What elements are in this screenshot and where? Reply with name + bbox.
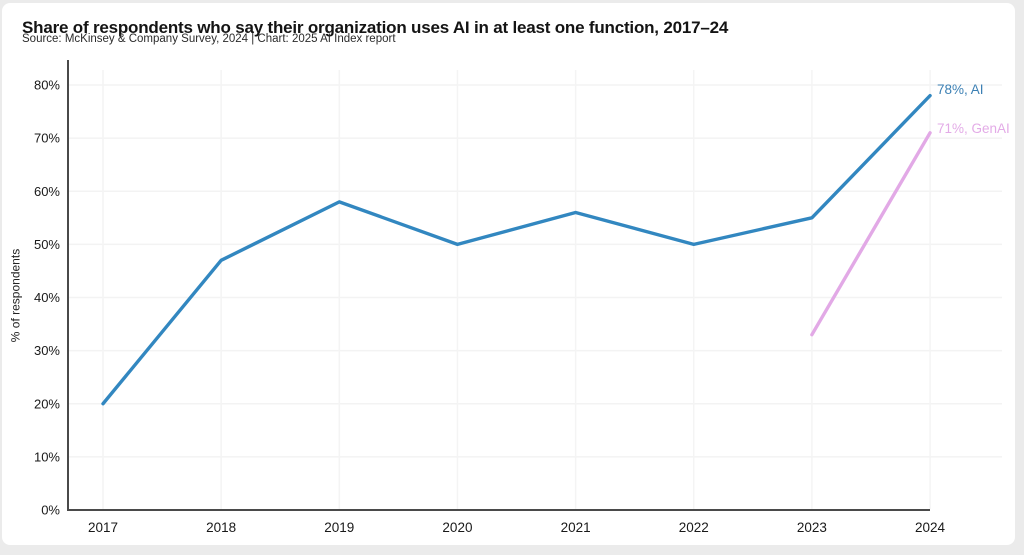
- x-tick-label: 2020: [442, 520, 472, 535]
- x-tick-label: 2023: [797, 520, 827, 535]
- x-tick-label: 2024: [915, 520, 946, 535]
- x-axis-tick-labels: 2017 2018 2019 2020 2021 2022 2023 2024: [88, 520, 946, 535]
- x-tick-label: 2018: [206, 520, 236, 535]
- x-tick-label: 2019: [324, 520, 354, 535]
- y-tick-label: 0%: [41, 503, 60, 518]
- series-label-ai: 78%, AI: [937, 82, 984, 97]
- axes: [67, 60, 930, 511]
- chart-source: Source: McKinsey & Company Survey, 2024 …: [22, 33, 396, 45]
- y-tick-label: 50%: [34, 237, 60, 252]
- y-tick-label: 20%: [34, 396, 60, 411]
- x-tick-label: 2022: [679, 520, 709, 535]
- x-tick-label: 2021: [561, 520, 591, 535]
- data-series-lines: [101, 93, 932, 406]
- y-tick-label: 10%: [34, 449, 60, 464]
- y-axis-tick-labels: 0% 10% 20% 30% 40% 50% 60% 70% 80%: [34, 78, 60, 518]
- y-tick-label: 70%: [34, 131, 60, 146]
- x-tick-label: 2017: [88, 520, 118, 535]
- series-label-genai: 71%, GenAI: [937, 121, 1010, 136]
- line-ai: [101, 93, 932, 406]
- line-genai: [810, 131, 932, 337]
- gridlines: [68, 70, 1002, 509]
- y-tick-label: 30%: [34, 343, 60, 358]
- chart-title: Share of respondents who say their organ…: [22, 18, 729, 38]
- y-tick-label: 40%: [34, 290, 60, 305]
- y-tick-label: 80%: [34, 78, 60, 93]
- y-tick-label: 60%: [34, 184, 60, 199]
